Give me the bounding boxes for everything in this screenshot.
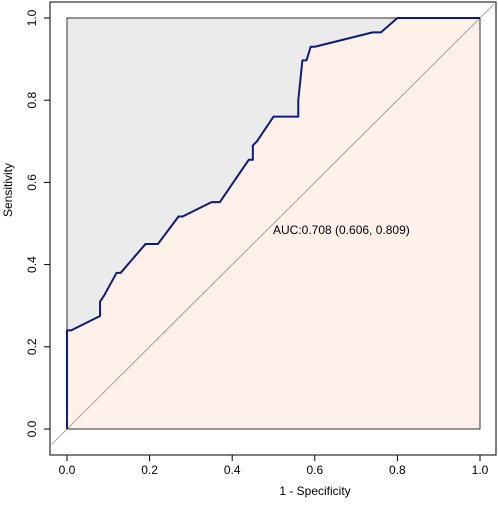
roc-curve-line — [66, 17, 480, 429]
x-tick-label: 1.0 — [472, 463, 489, 477]
x-tick-label: 0.0 — [59, 463, 76, 477]
x-tick-label: 0.2 — [141, 463, 158, 477]
x-tick-label: 0.8 — [389, 463, 406, 477]
x-axis-label: 1 - Specificity — [279, 484, 350, 498]
y-tick-label: 0.2 — [25, 338, 39, 355]
line-layer — [51, 3, 495, 445]
y-axis-label: Sensitivity — [1, 163, 15, 217]
auc-annotation: AUC:0.708 (0.606, 0.809) — [273, 223, 410, 237]
plot-frame — [49, 1, 497, 456]
reference-diagonal-line — [51, 3, 495, 445]
axes-layer: 0.0 0.2 0.4 0.6 0.8 1.0 0.0 0.2 0.4 0.6 0.8 1.0 — [25, 1, 497, 477]
data-square-border — [66, 17, 481, 430]
x-tick-label: 0.6 — [306, 463, 323, 477]
y-tick-label: 0.6 — [25, 174, 39, 191]
area-above-curve — [67, 18, 480, 429]
x-tick-label: 0.4 — [224, 463, 241, 477]
y-tick-label: 1.0 — [25, 9, 39, 26]
y-tick-label: 0.0 — [25, 420, 39, 437]
y-tick-label: 0.8 — [25, 92, 39, 109]
y-tick-label: 0.4 — [25, 256, 39, 273]
